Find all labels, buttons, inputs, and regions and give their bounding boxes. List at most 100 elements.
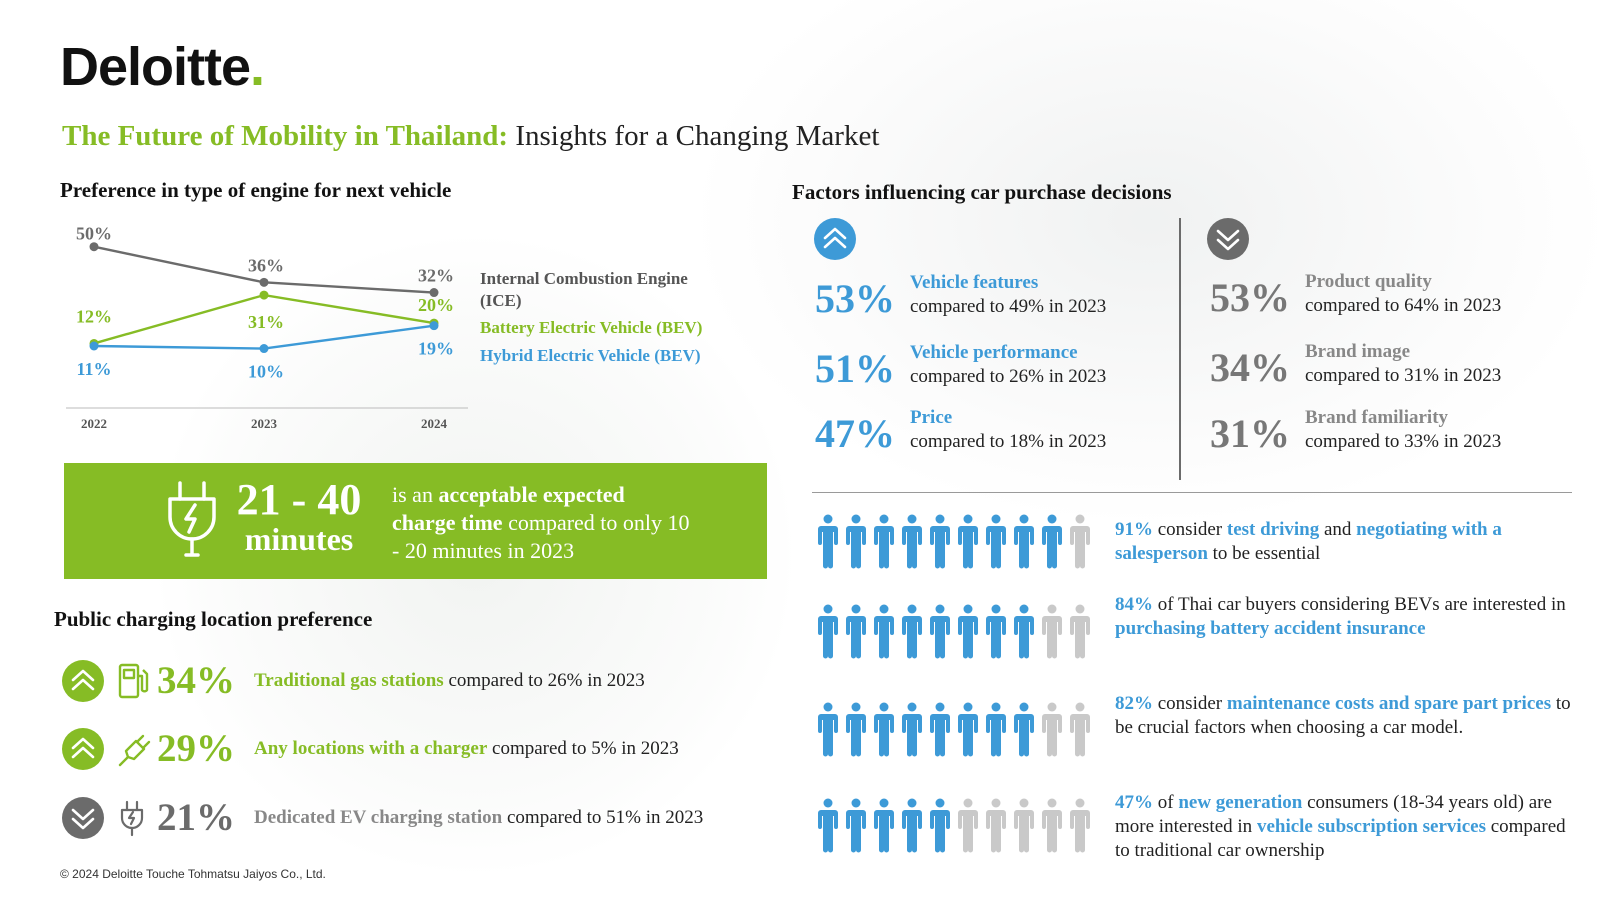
data-point (429, 321, 439, 331)
trend-up-icon (814, 218, 856, 260)
person-icon-filled (1014, 604, 1034, 659)
person-icon-filled (930, 798, 950, 853)
factor-label: Vehicle performance (910, 342, 1078, 363)
factor-comparison: compared to 49% in 2023 (910, 296, 1107, 317)
factor-comparison: compared to 31% in 2023 (1305, 365, 1502, 386)
trend-up-icon (62, 728, 104, 770)
person-icon-filled (1042, 514, 1062, 569)
plug-icon (118, 734, 151, 767)
section-divider (812, 492, 1572, 493)
data-point (89, 242, 99, 252)
person-icon-filled (818, 514, 838, 569)
legend-label: Battery Electric Vehicle (BEV) (480, 318, 702, 337)
charging-label: Traditional gas stations compared to 26%… (254, 670, 645, 691)
data-label: 12% (76, 306, 112, 326)
x-tick-label: 2022 (81, 416, 107, 431)
person-icon-filled (1014, 702, 1034, 757)
person-icon-filled (958, 702, 978, 757)
person-icon-filled (958, 514, 978, 569)
charging-row: 34% Traditional gas stations compared to… (62, 659, 762, 706)
person-icon-filled (874, 798, 894, 853)
data-point (259, 344, 269, 354)
factor-comparison: compared to 64% in 2023 (1305, 295, 1502, 316)
factor-label: Price (910, 407, 953, 428)
person-icon-filled (1014, 514, 1034, 569)
data-label: 31% (248, 312, 284, 332)
factor-item: 31% Brand familiarity compared to 33% in… (1210, 407, 1590, 470)
stat-text: 47% of new generation consumers (18-34 y… (1115, 792, 1566, 861)
gas-station-icon (118, 663, 149, 699)
person-icon-empty (1070, 798, 1090, 853)
person-icon-filled (958, 604, 978, 659)
people-pictogram (816, 702, 1096, 763)
factor-percentage: 51% (815, 346, 895, 391)
person-icon-filled (846, 702, 866, 757)
charging-plug-icon (120, 800, 144, 837)
charge-time-description: is an acceptable expected charge time co… (392, 482, 690, 563)
people-pictogram (816, 514, 1096, 575)
deloitte-logo: Deloitte. (60, 37, 265, 97)
person-icon-filled (930, 702, 950, 757)
charging-row: 21% Dedicated EV charging station compar… (62, 796, 762, 843)
person-icon-filled (846, 604, 866, 659)
ev-plug-icon (168, 481, 216, 557)
person-icon-empty (1014, 798, 1034, 853)
people-pictogram (816, 604, 1096, 665)
person-icon-filled (818, 798, 838, 853)
person-icon-empty (1042, 702, 1062, 757)
factor-comparison: compared to 18% in 2023 (910, 431, 1107, 452)
data-point (259, 277, 269, 287)
data-point (429, 288, 439, 298)
person-icon-filled (986, 514, 1006, 569)
charging-label: Any locations with a charger compared to… (254, 738, 679, 759)
factor-label: Vehicle features (910, 272, 1039, 293)
trend-down-icon (62, 797, 104, 839)
factors-divider (1179, 218, 1181, 480)
person-icon-filled (818, 702, 838, 757)
data-label: 36% (248, 255, 284, 275)
person-icon-empty (1070, 604, 1090, 659)
person-icon-filled (874, 702, 894, 757)
person-icon-filled (902, 798, 922, 853)
charge-time-banner: 21 - 40 minutes is an acceptable expecte… (64, 463, 767, 579)
trend-down-icon (1207, 218, 1249, 260)
person-icon-empty (958, 798, 978, 853)
trend-up-icon (62, 660, 104, 702)
people-pictogram (816, 798, 1096, 859)
person-icon-empty (1070, 702, 1090, 757)
charging-percentage: 29% (157, 727, 235, 770)
data-point (259, 290, 269, 300)
charging-section-title: Public charging location preference (54, 607, 373, 631)
factor-item: 53% Product quality compared to 64% in 2… (1210, 271, 1590, 334)
data-label: 11% (76, 359, 111, 379)
factor-percentage: 53% (1210, 275, 1290, 320)
person-icon-filled (818, 604, 838, 659)
data-label: 50% (76, 224, 112, 244)
factor-item: 34% Brand image compared to 31% in 2023 (1210, 341, 1590, 404)
data-label: 20% (418, 295, 454, 315)
person-icon-filled (986, 702, 1006, 757)
legend-label: (ICE) (480, 291, 522, 310)
engine-preference-chart: 2022 2023 2024 50% 36% 32% Internal Combustion… (66, 224, 702, 431)
factor-percentage: 34% (1210, 345, 1290, 390)
engine-chart-title: Preference in type of engine for next ve… (60, 178, 452, 202)
page-title: The Future of Mobility in Thailand: Insi… (62, 120, 880, 152)
stat-text: 84% of Thai car buyers considering BEVs … (1115, 594, 1566, 639)
factor-label: Brand familiarity (1305, 407, 1449, 428)
factor-item: 53% Vehicle features compared to 49% in … (815, 272, 1195, 335)
charging-label: Dedicated EV charging station compared t… (254, 807, 704, 828)
data-label: 19% (418, 339, 454, 359)
person-icon-empty (1042, 798, 1062, 853)
charging-percentage: 21% (157, 796, 235, 839)
factors-section-title: Factors influencing car purchase decisio… (792, 180, 1172, 204)
charge-time-unit: minutes (244, 521, 354, 558)
stat-text: 82% consider maintenance costs and spare… (1115, 693, 1571, 738)
factor-label: Product quality (1305, 271, 1432, 292)
person-icon-filled (902, 702, 922, 757)
charging-percentage: 34% (157, 659, 235, 702)
person-icon-filled (930, 514, 950, 569)
data-point (89, 341, 99, 351)
person-icon-filled (930, 604, 950, 659)
person-icon-filled (986, 604, 1006, 659)
factor-comparison: compared to 33% in 2023 (1305, 431, 1502, 452)
